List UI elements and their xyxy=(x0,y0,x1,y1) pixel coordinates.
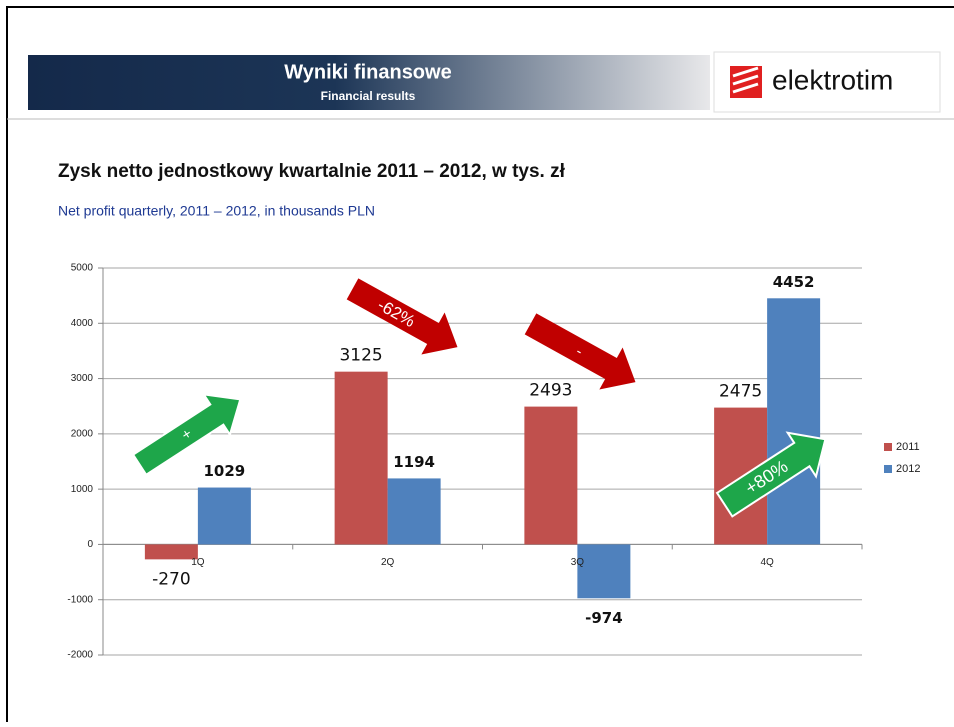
y-tick-label: 0 xyxy=(87,539,93,550)
y-tick-label: -2000 xyxy=(67,650,93,661)
arrow: - xyxy=(524,313,636,390)
y-tick-label: 2000 xyxy=(71,428,94,439)
x-tick-label: 2Q xyxy=(381,557,395,568)
y-tick-label: 5000 xyxy=(71,263,94,274)
bar xyxy=(524,406,578,545)
value-label: 2475 xyxy=(719,382,762,402)
header-title: Wyniki finansowe xyxy=(284,61,451,83)
x-tick-label: 1Q xyxy=(191,557,205,568)
bar xyxy=(197,487,251,545)
logo-icon xyxy=(730,66,762,98)
plot: -2000 -1000 0 1000 2000 3000 4000 5000 -270 1029 1… xyxy=(67,263,920,661)
chart-subtitle: Net profit quarterly, 2011 – 2012, in th… xyxy=(58,203,375,219)
value-label: 1194 xyxy=(393,453,435,471)
legend-label: 2011 xyxy=(896,441,920,453)
bar xyxy=(767,298,821,545)
bar xyxy=(334,371,388,545)
value-label: -270 xyxy=(152,569,191,589)
legend-swatch xyxy=(884,443,892,451)
legend-label: 2012 xyxy=(896,463,920,475)
logo-text: elektrotim xyxy=(772,64,893,95)
slide-border xyxy=(6,6,954,722)
value-label: 1029 xyxy=(204,462,246,480)
x-tick-label: 4Q xyxy=(760,557,774,568)
y-tick-label: 3000 xyxy=(71,373,94,384)
header-banner xyxy=(28,55,710,110)
value-label: 4452 xyxy=(773,273,815,291)
logo-box xyxy=(713,51,941,113)
bar xyxy=(577,544,631,599)
value-label: 3125 xyxy=(339,346,382,366)
arrow: + xyxy=(131,393,242,477)
y-tick-label: 4000 xyxy=(71,318,94,329)
x-tick-label: 3Q xyxy=(571,557,585,568)
value-label: -974 xyxy=(585,609,623,627)
legend-swatch xyxy=(884,465,892,473)
value-label: 2493 xyxy=(529,381,572,401)
y-tick-label: -1000 xyxy=(67,594,93,605)
bar xyxy=(144,544,198,560)
y-tick-label: 1000 xyxy=(71,484,94,495)
chart-title: Zysk netto jednostkowy kwartalnie 2011 –… xyxy=(58,161,566,182)
bar xyxy=(387,478,441,545)
header-subtitle: Financial results xyxy=(321,89,416,103)
